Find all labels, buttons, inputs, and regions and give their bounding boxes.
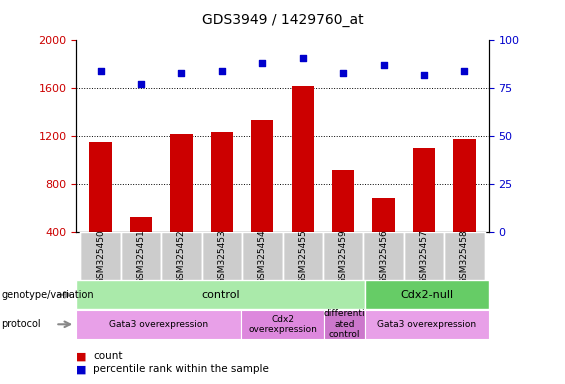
Bar (372, 197, 395, 280)
Bar (76, 280, 365, 309)
Bar (161, 232, 202, 280)
Text: GSM325453: GSM325453 (218, 229, 227, 284)
Text: count: count (93, 351, 123, 361)
Bar (404, 232, 444, 280)
Text: GSM325452: GSM325452 (177, 229, 186, 284)
Point (258, 60, 267, 66)
Bar (241, 310, 324, 339)
Bar (242, 232, 282, 280)
Text: Gata3 overexpression: Gata3 overexpression (377, 320, 476, 329)
Bar (76, 310, 241, 339)
Text: GSM325450: GSM325450 (96, 229, 105, 284)
Text: genotype/variation: genotype/variation (1, 290, 94, 300)
Bar (365, 280, 489, 309)
Text: GSM325451: GSM325451 (137, 229, 145, 284)
Text: GSM325459: GSM325459 (338, 229, 347, 284)
Bar (80, 232, 121, 280)
Text: ■: ■ (76, 364, 87, 374)
Text: ■: ■ (76, 351, 87, 361)
Bar (282, 232, 323, 280)
Text: protocol: protocol (1, 319, 41, 329)
Point (177, 70, 186, 76)
Point (419, 72, 428, 78)
Point (460, 68, 469, 74)
Text: Gata3 overexpression: Gata3 overexpression (109, 320, 208, 329)
Bar (121, 232, 161, 280)
Bar (453, 139, 476, 280)
Bar (211, 131, 233, 280)
Bar (323, 232, 363, 280)
Bar (332, 170, 354, 280)
Text: GSM325456: GSM325456 (379, 229, 388, 284)
Point (137, 81, 146, 88)
Text: GDS3949 / 1429760_at: GDS3949 / 1429760_at (202, 13, 363, 27)
Bar (444, 232, 485, 280)
Bar (202, 232, 242, 280)
Text: Cdx2
overexpression: Cdx2 overexpression (248, 314, 317, 334)
Text: GSM325454: GSM325454 (258, 229, 267, 284)
Bar (130, 217, 152, 280)
Bar (363, 232, 404, 280)
Point (218, 68, 227, 74)
Bar (365, 310, 489, 339)
Text: Cdx2-null: Cdx2-null (400, 290, 454, 300)
Bar (324, 310, 365, 339)
Point (338, 70, 347, 76)
Text: GSM325458: GSM325458 (460, 229, 469, 284)
Text: GSM325455: GSM325455 (298, 229, 307, 284)
Bar (170, 134, 193, 280)
Point (379, 62, 388, 68)
Point (298, 55, 307, 61)
Text: differenti
ated
control: differenti ated control (324, 310, 365, 339)
Text: control: control (201, 290, 240, 300)
Point (96, 68, 105, 74)
Bar (89, 142, 112, 280)
Bar (413, 148, 435, 280)
Text: GSM325457: GSM325457 (420, 229, 428, 284)
Bar (251, 119, 273, 280)
Bar (292, 86, 314, 280)
Text: percentile rank within the sample: percentile rank within the sample (93, 364, 269, 374)
